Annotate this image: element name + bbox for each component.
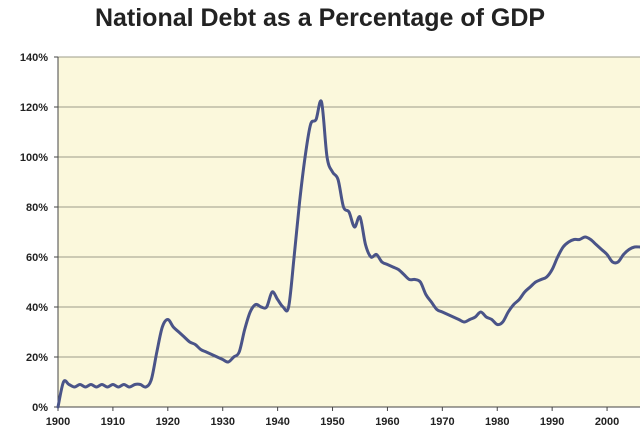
x-tick-label: 1900 (46, 416, 70, 428)
x-tick-label: 1980 (485, 416, 509, 428)
plot-area (58, 57, 640, 407)
series-line-0 (56, 99, 640, 409)
x-tick-label: 1920 (156, 416, 180, 428)
y-tick-label: 40% (26, 302, 48, 314)
y-tick-label: 20% (26, 352, 48, 364)
x-tick-label: 1990 (540, 416, 564, 428)
y-tick-label: 0% (32, 402, 48, 414)
x-tick-label: 1950 (320, 416, 344, 428)
y-tick-label: 100% (20, 152, 48, 164)
y-tick-label: 140% (20, 52, 48, 64)
x-tick-labels: 1900 1910 1920 1930 1940 1950 1960 1970 1980 1990… (46, 416, 620, 428)
x-tick-label: 1970 (430, 416, 454, 428)
x-tick-label: 2000 (595, 416, 619, 428)
y-tick-label: 60% (26, 252, 48, 264)
x-tick-label: 1930 (210, 416, 234, 428)
series-layer (56, 99, 640, 409)
chart-title: National Debt as a Percentage of GDP (94, 4, 546, 32)
y-tick-labels: 0% 20% 40% 60% 80% 100% 120% 140% (20, 52, 48, 414)
y-tick-label: 80% (26, 202, 48, 214)
y-tick-label: 120% (20, 102, 48, 114)
x-tick-label: 1940 (265, 416, 289, 428)
x-tick-label: 1960 (375, 416, 399, 428)
x-tick-label: 1910 (101, 416, 125, 428)
axes (54, 56, 640, 411)
